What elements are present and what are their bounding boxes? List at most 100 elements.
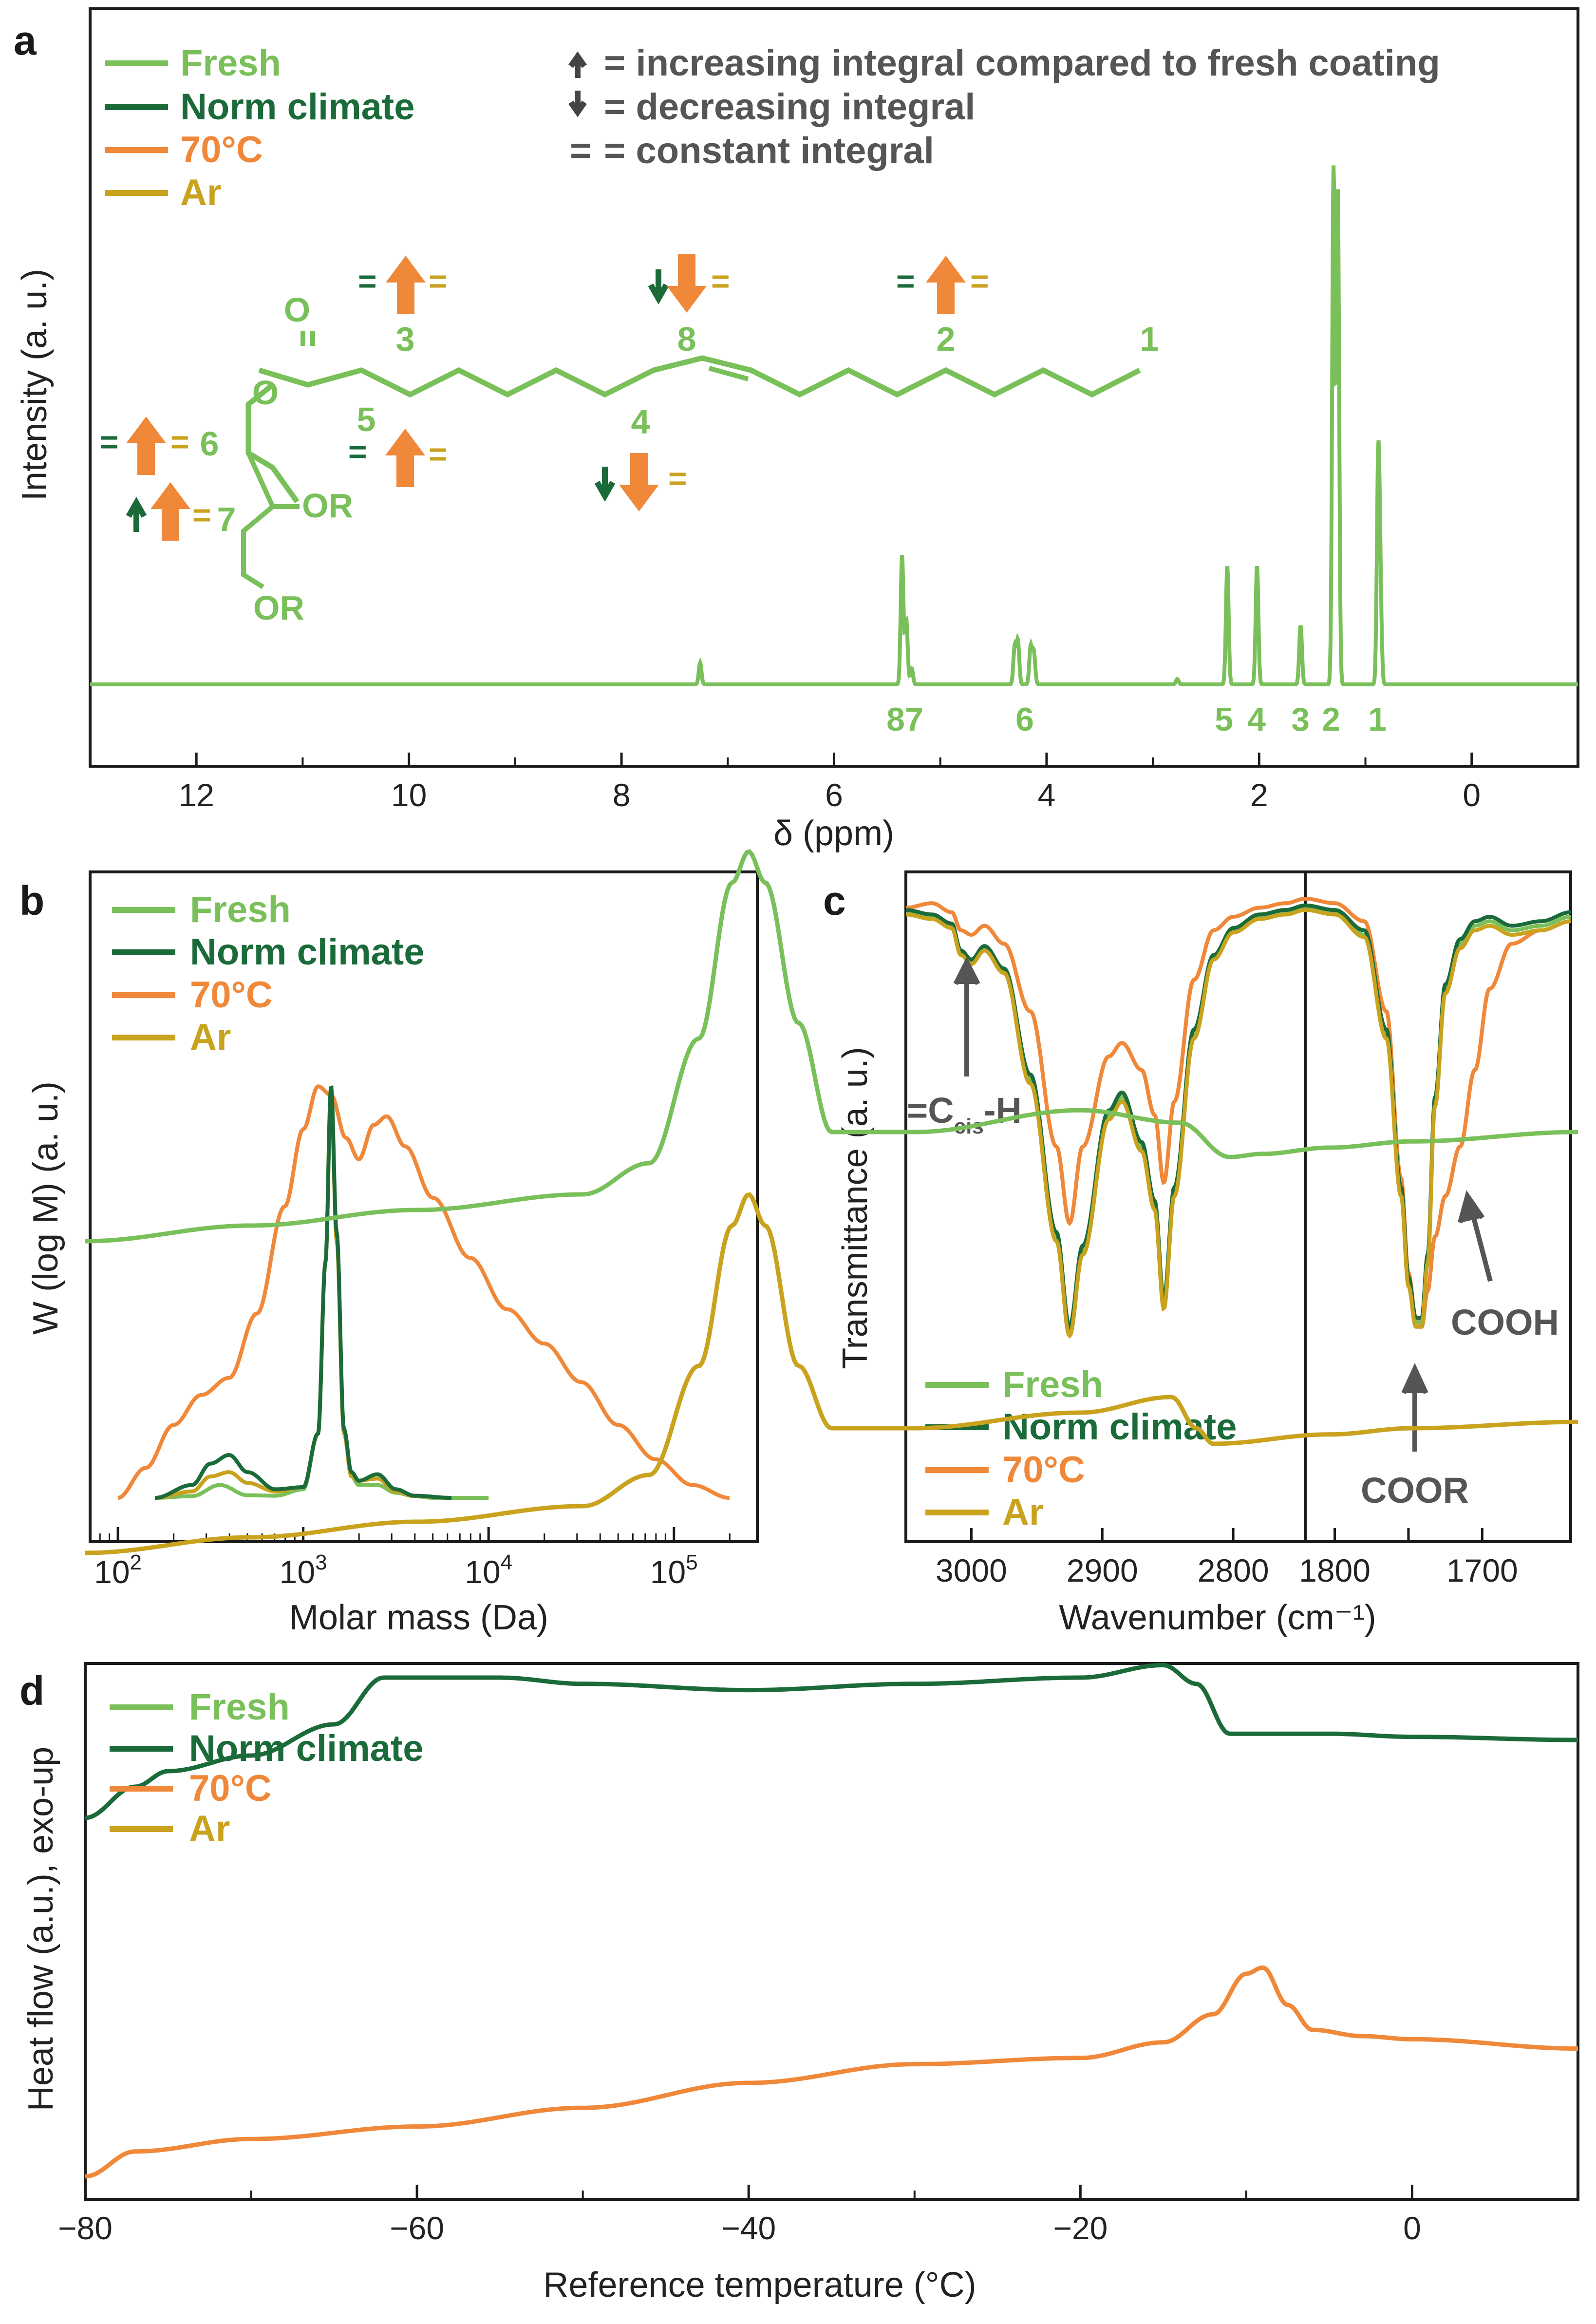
arrow-up-70c-6-icon bbox=[126, 416, 166, 475]
x-tick-label-10: 10 bbox=[391, 777, 427, 813]
coor-label: COOR bbox=[1361, 1470, 1469, 1511]
x-tick-label-1: 103 bbox=[280, 1550, 327, 1590]
carbon-label-2: 2 bbox=[937, 320, 956, 358]
series-line-norm-climate-seg1 bbox=[905, 903, 1305, 1330]
carbon-label-8: 8 bbox=[677, 320, 696, 358]
note-constant: = constant integral bbox=[604, 130, 934, 171]
series-line-ar-seg2 bbox=[1305, 908, 1571, 1329]
eq-norm-5: = bbox=[348, 434, 367, 470]
cooh-label: COOH bbox=[1451, 1302, 1559, 1342]
peak-label-6: 6 bbox=[1015, 701, 1034, 738]
x-tick-label-s2-1700: 1700 bbox=[1446, 1552, 1518, 1588]
legend-label-norm-climate: Norm climate bbox=[1002, 1406, 1237, 1448]
x-tick-label-12: 12 bbox=[179, 777, 214, 813]
note-up-arrow-icon bbox=[568, 51, 587, 78]
ccis-arrow-icon bbox=[953, 957, 980, 1077]
arrow-up-70c-7-icon bbox=[150, 482, 190, 541]
panel-a-legend: Fresh Norm climate 70°C Ar bbox=[105, 42, 415, 213]
carbon-label-1: 1 bbox=[1140, 320, 1159, 358]
molecule-ester-oxygen: O bbox=[252, 374, 279, 412]
panel-c-x-label: Wavenumber (cm⁻¹) bbox=[1059, 1598, 1376, 1637]
peak-label-1: 1 bbox=[1368, 701, 1387, 738]
panel-a-peak-labels: 87 6 5 4 3 2 1 bbox=[886, 701, 1387, 738]
x-tick-label-2: 2 bbox=[1250, 777, 1268, 813]
series-line-ar-seg1 bbox=[906, 908, 1306, 1339]
arrow-down-70c-8-icon bbox=[667, 254, 707, 313]
eq-norm-6: = bbox=[100, 424, 119, 460]
arrow-up-70c-2-icon bbox=[926, 256, 966, 314]
panel-d-y-label: Heat flow (a.u.), exo-up bbox=[21, 1747, 60, 2111]
peak-label-3: 3 bbox=[1291, 701, 1310, 738]
x-tick-label-s1-2800: 2800 bbox=[1198, 1552, 1269, 1588]
legend-label-fresh: Fresh bbox=[189, 1686, 290, 1728]
molecule-or-2: OR bbox=[253, 589, 304, 627]
panel-letter-d: d bbox=[19, 1668, 44, 1714]
x-tick-label-0: 0 bbox=[1463, 777, 1481, 813]
panel-a-curves bbox=[90, 165, 1578, 686]
legend-label-norm-climate: Norm climate bbox=[180, 86, 415, 128]
x-tick-label-s2-1800: 1800 bbox=[1299, 1552, 1371, 1588]
note-increase: = increasing integral compared to fresh … bbox=[604, 42, 1440, 84]
eq-norm-3: = bbox=[358, 263, 377, 299]
series-line-norm-climate-seg2 bbox=[1305, 903, 1571, 1320]
legend-label-70c: 70°C bbox=[1002, 1449, 1085, 1491]
panel-b-x-axis: 102 103 104 105 bbox=[94, 1527, 731, 1590]
panel-d-x-label: Reference temperature (°C) bbox=[543, 2266, 976, 2305]
legend-label-70c: 70°C bbox=[180, 129, 263, 170]
eq-ar-5: = bbox=[429, 436, 448, 472]
panel-letter-c: c bbox=[823, 878, 846, 924]
molecule-double-bond bbox=[708, 366, 749, 381]
carbon-label-7: 7 bbox=[217, 500, 236, 538]
eq-ar-6: = bbox=[170, 424, 189, 460]
integral-change-indicators: = = = = = = = = = = = bbox=[100, 254, 989, 541]
x-tick-label--40: −40 bbox=[721, 2210, 776, 2246]
arrow-up-70c-5-icon bbox=[385, 429, 425, 487]
eq-ar-8: = bbox=[711, 263, 730, 299]
x-tick-label-0: 0 bbox=[1403, 2210, 1421, 2246]
series-line-fresh bbox=[85, 849, 1578, 1244]
x-tick-label-s1-3000: 3000 bbox=[936, 1552, 1007, 1588]
series-line-70c bbox=[85, 1965, 1578, 2179]
peak-label-2: 2 bbox=[1322, 701, 1340, 738]
carbon-label-3: 3 bbox=[396, 320, 415, 358]
eq-norm-2: = bbox=[896, 263, 915, 299]
legend-label-norm-climate: Norm climate bbox=[189, 1728, 424, 1769]
note-decrease: = decreasing integral bbox=[604, 86, 975, 128]
legend-label-ar: Ar bbox=[180, 172, 221, 213]
series-line-norm-climate bbox=[155, 1085, 452, 1500]
legend-label-fresh: Fresh bbox=[1002, 1364, 1103, 1405]
x-tick-label-6: 6 bbox=[825, 777, 843, 813]
legend-label-ar: Ar bbox=[189, 1808, 230, 1850]
series-line-70c bbox=[117, 1084, 730, 1500]
carbon-label-5: 5 bbox=[357, 400, 376, 438]
x-tick-label-8: 8 bbox=[613, 777, 631, 813]
carbon-label-4: 4 bbox=[631, 403, 650, 441]
note-down-arrow-icon bbox=[568, 91, 587, 117]
eq-ar-7: = bbox=[192, 497, 211, 533]
panel-c-legend: Fresh Norm climate 70°C Ar bbox=[925, 1364, 1237, 1533]
series-line-70c-seg1 bbox=[906, 897, 1306, 1226]
series-line-ar bbox=[85, 1192, 1578, 1555]
panel-d-frame bbox=[84, 1662, 1579, 2201]
panel-d-curves bbox=[85, 849, 1578, 2179]
panel-a-notes: = increasing integral compared to fresh … bbox=[568, 42, 1440, 171]
series-line-norm-climate bbox=[85, 1663, 1578, 1820]
panel-c-frame bbox=[904, 870, 1572, 1543]
eq-ar-4: = bbox=[668, 460, 687, 496]
eq-ar-2: = bbox=[970, 263, 989, 299]
series-line-70c-seg2 bbox=[1305, 897, 1571, 1329]
panel-b-x-label: Molar mass (Da) bbox=[289, 1598, 548, 1637]
series-line-fresh-seg2 bbox=[1305, 906, 1571, 1324]
molecule-chain bbox=[258, 355, 1141, 398]
legend-label-fresh: Fresh bbox=[180, 42, 281, 84]
panel-d-legend: Fresh Norm climate 70°C Ar bbox=[110, 1686, 424, 1850]
panel-a-x-label: δ (ppm) bbox=[773, 814, 894, 853]
series-line-fresh bbox=[90, 165, 1578, 686]
eq-ar-3: = bbox=[429, 263, 448, 299]
legend-label-fresh: Fresh bbox=[190, 889, 291, 930]
panel-c-y-label: Transmittance (a. u.) bbox=[836, 1047, 875, 1369]
peak-label-5: 5 bbox=[1215, 701, 1233, 738]
legend-label-ar: Ar bbox=[1002, 1492, 1043, 1533]
legend-label-70c: 70°C bbox=[190, 974, 273, 1016]
